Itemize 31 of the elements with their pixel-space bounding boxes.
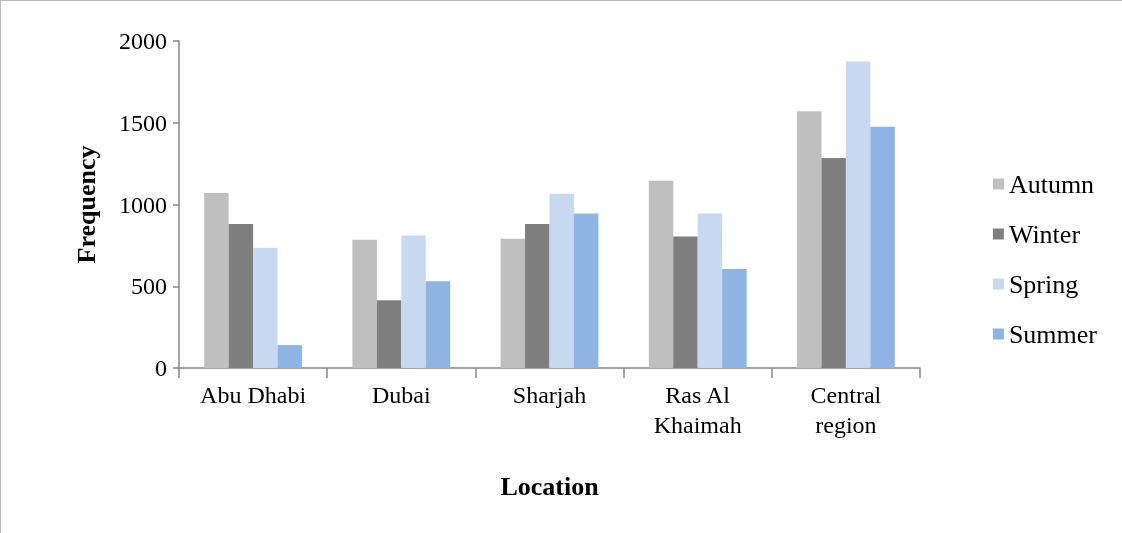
bar xyxy=(500,238,526,368)
x-tick-label: Sharjah xyxy=(512,382,587,408)
y-axis-title: Frequency xyxy=(71,145,101,264)
y-tick-label: 1000 xyxy=(119,191,167,218)
x-tick-label: Ras Al Khaimah xyxy=(653,382,742,438)
bar xyxy=(204,193,229,368)
bar xyxy=(697,213,723,368)
x-tick-label: Abu Dhabi xyxy=(200,382,307,408)
bar xyxy=(549,193,574,368)
bar xyxy=(648,180,674,368)
bar xyxy=(253,247,278,368)
legend-label: Winter xyxy=(1008,219,1081,249)
y-tick-label: 0 xyxy=(155,355,167,381)
bar xyxy=(845,61,871,368)
bar xyxy=(352,239,377,368)
bar xyxy=(277,345,303,368)
bar xyxy=(722,269,747,368)
legend-label: Summer xyxy=(1008,319,1098,349)
bar xyxy=(401,235,426,368)
legend-label: Autumn xyxy=(1008,169,1095,199)
bar xyxy=(425,281,451,368)
bar xyxy=(870,126,895,368)
x-axis-title: Location xyxy=(500,471,600,501)
x-tick-label: Central region xyxy=(810,382,882,438)
bar xyxy=(796,111,822,368)
y-tick-label: 500 xyxy=(131,273,167,300)
legend-label: Spring xyxy=(1008,269,1079,299)
bar xyxy=(573,213,599,368)
x-tick-label: Dubai xyxy=(371,382,431,408)
y-tick-label: 1500 xyxy=(119,109,167,136)
y-tick-label: 2000 xyxy=(119,28,167,54)
